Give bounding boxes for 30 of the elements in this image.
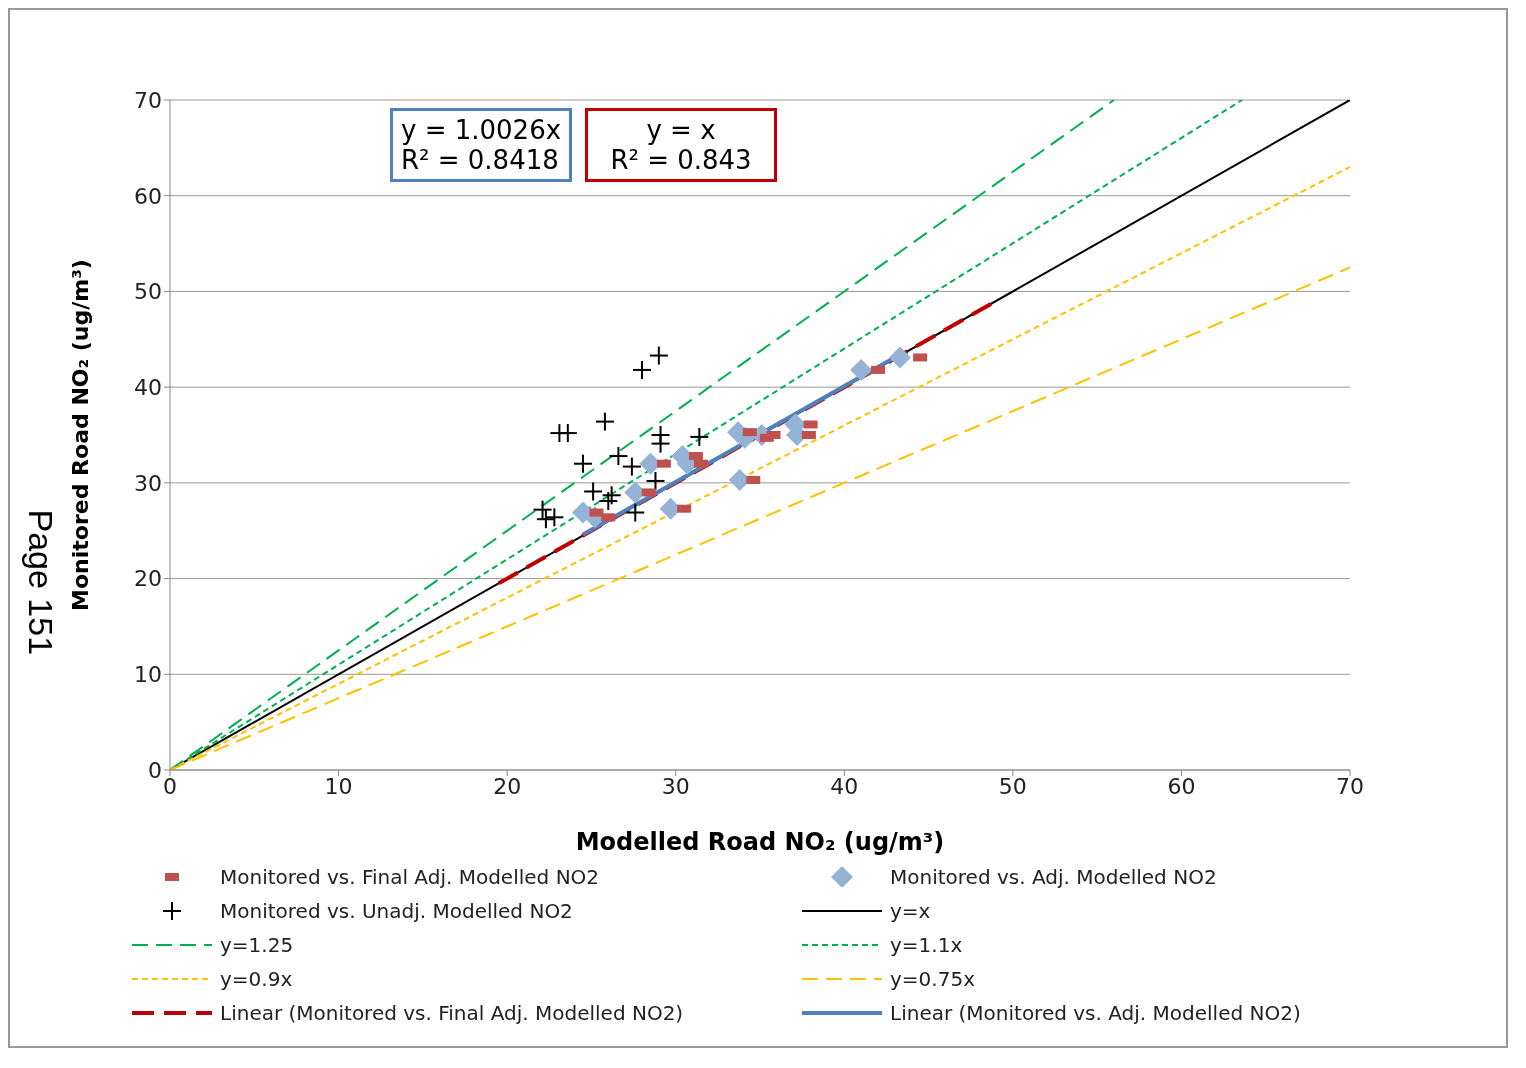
x-tick-label: 30 [661, 773, 690, 799]
x-tick-label: 20 [493, 773, 522, 799]
y-tick-label: 70 [134, 87, 162, 113]
legend-label: Monitored vs. Adj. Modelled NO2 [890, 865, 1217, 889]
legend-label: Monitored vs. Unadj. Modelled NO2 [220, 899, 573, 923]
x-tick-label: 60 [1167, 773, 1196, 799]
annotation: y = x R² = 0.843 [585, 108, 777, 182]
x-tick-label: 40 [830, 773, 859, 799]
x-tick-label: 70 [1336, 773, 1364, 799]
legend-label: y=1.25 [220, 933, 294, 957]
text: Page 151 [20, 509, 60, 658]
y-tick-label: 20 [134, 566, 162, 592]
y-tick-label: 50 [134, 279, 162, 305]
legend-label: y=x [890, 899, 931, 923]
legend-label: y=0.75x [890, 967, 975, 991]
y-tick-label: 60 [134, 183, 162, 209]
y-axis-title: Monitored Road NO₂ (ug/m³) [67, 259, 93, 611]
legend-label: y=1.1x [890, 933, 963, 957]
y-tick-label: 0 [148, 757, 162, 783]
legend-label: Linear (Monitored vs. Final Adj. Modelled NO2) [220, 1001, 684, 1025]
annotation: y = 1.0026x R² = 0.8418 [390, 108, 573, 182]
legend-label: y=0.9x [220, 967, 293, 991]
x-tick-label: 50 [998, 773, 1027, 799]
x-tick-label: 10 [324, 773, 353, 799]
legend-label: Monitored vs. Final Adj. Modelled NO2 [220, 865, 600, 889]
x-axis-title: Modelled Road NO₂ (ug/m³) [575, 828, 945, 856]
legend-label: Linear (Monitored vs. Adj. Modelled NO2) [890, 1001, 1301, 1025]
y-tick-label: 30 [134, 470, 162, 496]
y-tick-label: 10 [134, 662, 162, 688]
y-tick-label: 40 [134, 374, 162, 400]
